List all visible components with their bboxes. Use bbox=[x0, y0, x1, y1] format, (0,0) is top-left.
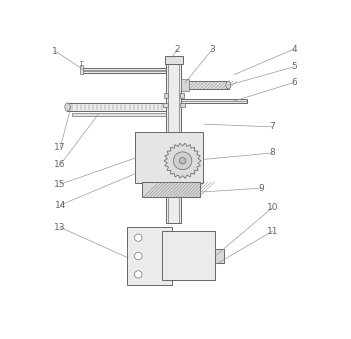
Circle shape bbox=[179, 158, 186, 164]
Bar bbox=[164, 93, 168, 98]
Bar bbox=[162, 231, 215, 280]
Text: 9: 9 bbox=[259, 184, 264, 193]
Text: 17: 17 bbox=[54, 143, 66, 152]
Bar bbox=[181, 99, 246, 103]
Text: 4: 4 bbox=[291, 44, 297, 54]
Text: 7: 7 bbox=[270, 122, 275, 131]
Bar bbox=[72, 113, 166, 116]
Bar bbox=[180, 102, 185, 107]
Bar bbox=[127, 227, 172, 285]
Bar bbox=[181, 79, 190, 91]
Circle shape bbox=[134, 271, 142, 278]
Circle shape bbox=[134, 234, 142, 241]
Text: 3: 3 bbox=[210, 44, 216, 54]
Text: 1: 1 bbox=[52, 47, 58, 56]
Bar bbox=[163, 102, 168, 107]
Bar bbox=[181, 81, 229, 89]
Text: 11: 11 bbox=[267, 227, 278, 236]
Ellipse shape bbox=[226, 81, 231, 89]
Text: 6: 6 bbox=[291, 78, 297, 87]
Ellipse shape bbox=[65, 103, 70, 111]
Bar bbox=[215, 249, 224, 263]
Bar bbox=[166, 58, 181, 223]
Bar bbox=[67, 103, 166, 111]
Text: 10: 10 bbox=[267, 203, 278, 212]
Text: 15: 15 bbox=[54, 180, 66, 189]
Circle shape bbox=[134, 252, 142, 260]
Bar bbox=[165, 56, 183, 64]
Polygon shape bbox=[164, 143, 201, 178]
Text: 16: 16 bbox=[54, 160, 66, 169]
Bar bbox=[180, 93, 184, 98]
Text: 5: 5 bbox=[291, 62, 297, 71]
Text: 8: 8 bbox=[270, 148, 275, 157]
Text: 13: 13 bbox=[54, 223, 66, 232]
Text: 2: 2 bbox=[174, 44, 180, 54]
Bar bbox=[142, 182, 200, 197]
Bar bbox=[82, 67, 166, 73]
Bar bbox=[135, 132, 203, 183]
Bar bbox=[80, 65, 83, 74]
Text: 14: 14 bbox=[54, 201, 66, 210]
Circle shape bbox=[173, 152, 192, 170]
